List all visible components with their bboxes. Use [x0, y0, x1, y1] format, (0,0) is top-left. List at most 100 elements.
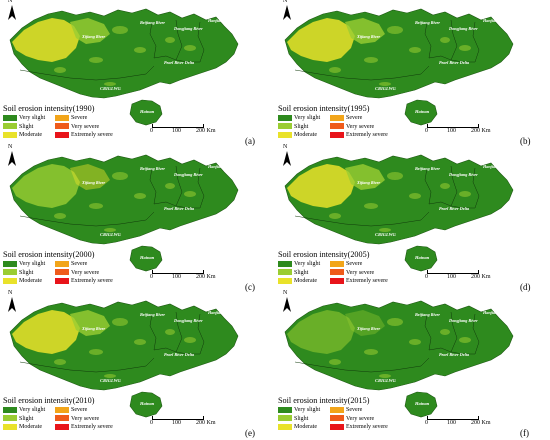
- north-arrow-icon: N: [281, 290, 293, 314]
- legend-label: Extremely severe: [346, 424, 388, 430]
- legend-label: Moderate: [19, 278, 42, 284]
- west-erosion-zone: [12, 310, 80, 354]
- slight-erosion-patch: [54, 213, 66, 219]
- legend-item: Moderate: [3, 277, 42, 285]
- label-hainan: Hainan: [414, 255, 430, 260]
- legend-label: Very severe: [71, 269, 100, 276]
- legend-swatch: [3, 269, 17, 276]
- north-label: N: [283, 144, 288, 150]
- label-xijiang: Xijiang River: [81, 326, 106, 331]
- basin-boundary: [19, 211, 155, 227]
- label-hanjiang: Hanjiang River: [207, 310, 235, 315]
- label-pearl: Pearl River Delta: [439, 60, 469, 65]
- west-erosion-zone: [287, 164, 355, 208]
- label-pearl: Pearl River Delta: [439, 352, 469, 357]
- legend-label: Slight: [294, 415, 309, 422]
- north-arrow-icon: N: [281, 0, 293, 22]
- panel-label: (a): [245, 136, 255, 146]
- slight-erosion-patch: [104, 82, 116, 86]
- label-dongjiang: Dongjiang River: [173, 26, 203, 31]
- scale-tick-label: 100: [447, 274, 456, 280]
- legend-swatch: [278, 123, 292, 130]
- label-hanjiang: Hanjiang River: [207, 18, 235, 23]
- legend-label: Extremely severe: [346, 132, 388, 138]
- legend-item: Moderate: [278, 131, 317, 139]
- map-title: Soil erosion intensity(2010): [3, 396, 95, 405]
- west-erosion-zone: [287, 310, 355, 354]
- slight-erosion-patch: [379, 82, 391, 86]
- label-beijiang: Beijiang River: [139, 20, 165, 25]
- legend-swatch: [278, 415, 292, 422]
- slight-erosion-patch: [459, 45, 471, 51]
- legend-label: Extremely severe: [346, 278, 388, 284]
- basin-boundary: [149, 167, 157, 205]
- legend-label: Moderate: [294, 278, 317, 284]
- legend-item: Slight: [278, 123, 308, 131]
- label-xijiang: Xijiang River: [81, 34, 106, 39]
- legend-label: Moderate: [294, 424, 317, 430]
- north-erosion-zone: [345, 310, 385, 336]
- legend-item: Moderate: [278, 423, 317, 431]
- legend-swatch: [330, 114, 344, 121]
- north-arrow-icon: N: [6, 290, 18, 314]
- legend-item: Extremely severe: [55, 423, 113, 431]
- scale-tick-label: 0: [425, 274, 428, 280]
- label-hainan: Hainan: [414, 109, 430, 114]
- legend-swatch: [278, 277, 292, 284]
- legend-label: Very severe: [71, 123, 100, 130]
- legend-swatch: [55, 114, 69, 121]
- west-erosion-zone: [12, 18, 80, 62]
- legend-swatch: [330, 423, 344, 430]
- legend-label: Moderate: [294, 132, 317, 138]
- legend-item: Severe: [330, 406, 362, 414]
- basin-boundary: [149, 21, 157, 59]
- hainan-island: [404, 391, 438, 418]
- basin-boundary: [149, 313, 157, 351]
- legend-swatch: [55, 269, 69, 276]
- legend-swatch: [278, 131, 292, 138]
- panel-label: (b): [520, 136, 531, 146]
- legend-item: Slight: [3, 269, 33, 277]
- map-panel-2015: Xijiang River Beijiang River Dongjiang Riv…: [275, 290, 550, 438]
- north-label: N: [283, 0, 288, 4]
- legend-label: Extremely severe: [71, 132, 113, 138]
- north-arrow-icon: N: [281, 144, 293, 168]
- legend-label: Slight: [294, 269, 309, 276]
- legend-label: Very severe: [346, 415, 375, 422]
- slight-erosion-patch: [459, 191, 471, 197]
- basin-boundary: [428, 347, 475, 355]
- panel-label: (d): [520, 282, 531, 292]
- slight-erosion-patch: [329, 213, 341, 219]
- basin-boundary: [424, 21, 432, 59]
- scale-tick-label: 0: [150, 128, 153, 134]
- legend-item: Severe: [55, 114, 87, 122]
- slight-erosion-patch: [379, 374, 391, 378]
- scale-tick-label: 100: [172, 420, 181, 426]
- legend: Very slight Slight Moderate Severe Very seve…: [3, 406, 123, 436]
- legend-swatch: [55, 260, 69, 267]
- label-dongjiang: Dongjiang River: [173, 172, 203, 177]
- scale-tick-label: 200 Km: [196, 274, 216, 280]
- legend-item: Moderate: [3, 131, 42, 139]
- slight-erosion-patch: [379, 228, 391, 232]
- hainan-island: [404, 245, 438, 272]
- map-title: Soil erosion intensity(2000): [3, 250, 95, 259]
- basin-boundary: [294, 65, 430, 81]
- slight-erosion-patch: [89, 203, 103, 209]
- slight-erosion-patch: [364, 349, 378, 355]
- legend-item: Severe: [330, 114, 362, 122]
- legend-swatch: [3, 415, 17, 422]
- legend-item: Slight: [278, 415, 308, 423]
- north-erosion-zone: [70, 18, 110, 44]
- erosion-map: Xijiang River Beijiang River Dongjiang Riv…: [9, 300, 239, 418]
- slight-erosion-patch: [54, 67, 66, 73]
- legend-swatch: [330, 269, 344, 276]
- legend-item: Severe: [55, 260, 87, 268]
- legend-item: Slight: [278, 269, 308, 277]
- legend-item: Very severe: [55, 123, 99, 131]
- map-title: Soil erosion intensity(1995): [278, 104, 370, 113]
- legend-label: Very slight: [294, 407, 321, 413]
- north-label: N: [8, 290, 13, 296]
- slight-erosion-patch: [329, 359, 341, 365]
- legend-label: Very severe: [71, 415, 100, 422]
